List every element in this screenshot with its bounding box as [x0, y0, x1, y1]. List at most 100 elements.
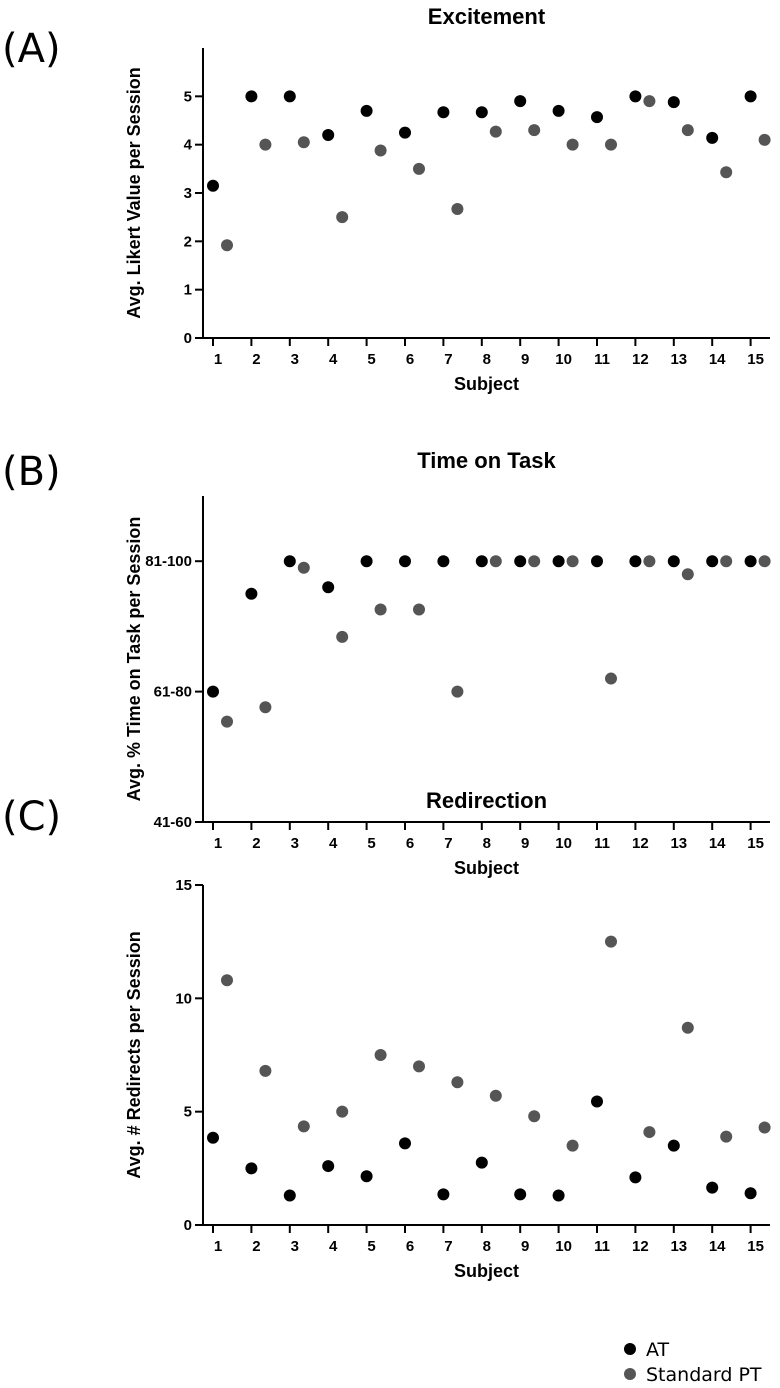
data-point-standard-pt	[259, 138, 272, 151]
data-point-standard-pt	[681, 568, 694, 581]
y-tick-label: 5	[184, 88, 192, 105]
x-tick-label: 5	[367, 351, 375, 368]
x-tick-label: 7	[444, 1238, 452, 1255]
x-tick-label: 10	[555, 351, 572, 368]
data-point-at	[360, 1170, 373, 1183]
x-tick-label: 9	[521, 351, 529, 368]
x-tick-label: 7	[444, 351, 452, 368]
y-tick-label: 41-60	[154, 814, 192, 831]
chart-title: Time on Task	[417, 448, 556, 473]
x-tick-label: 11	[594, 835, 610, 852]
y-tick-label: 3	[184, 185, 192, 202]
x-tick-label: 13	[670, 835, 687, 852]
x-tick-label: 6	[406, 835, 414, 852]
x-tick-label: 2	[252, 351, 260, 368]
data-point-at	[475, 1156, 488, 1169]
data-point-standard-pt	[758, 1121, 771, 1134]
y-tick-label: 4	[184, 137, 193, 154]
y-tick-label: 61-80	[154, 684, 192, 701]
chart-title: Excitement	[428, 4, 546, 29]
data-point-standard-pt	[451, 685, 464, 698]
data-point-standard-pt	[374, 144, 387, 157]
x-tick-label: 2	[252, 1238, 260, 1255]
data-point-standard-pt	[566, 555, 579, 568]
data-point-standard-pt	[758, 133, 771, 146]
data-point-standard-pt	[566, 1139, 579, 1152]
data-point-standard-pt	[758, 555, 771, 568]
data-point-at	[744, 90, 757, 103]
x-tick-label: 7	[444, 835, 452, 852]
data-point-at	[322, 129, 335, 141]
x-tick-label: 13	[670, 1238, 687, 1255]
x-tick-label: 8	[483, 1238, 491, 1255]
y-tick-label: 0	[184, 1217, 192, 1234]
data-point-standard-pt	[643, 95, 656, 108]
x-tick-label: 12	[632, 351, 649, 368]
y-tick-label: 0	[184, 330, 192, 347]
x-tick-label: 6	[406, 351, 414, 368]
data-point-standard-pt	[297, 1120, 310, 1133]
data-point-at	[552, 104, 565, 117]
x-tick-label: 14	[709, 1238, 726, 1255]
data-point-at	[667, 1139, 680, 1152]
x-tick-label: 6	[406, 1238, 414, 1255]
data-point-at	[591, 555, 603, 568]
x-tick-label: 12	[632, 835, 649, 852]
data-point-at	[706, 555, 719, 568]
data-point-at	[475, 106, 488, 119]
data-point-standard-pt	[605, 935, 617, 948]
data-point-standard-pt	[259, 1064, 272, 1077]
data-point-at	[591, 111, 603, 124]
x-tick-label: 10	[555, 835, 572, 852]
x-axis-label: Subject	[454, 374, 519, 394]
data-point-standard-pt	[413, 162, 425, 175]
data-point-at	[245, 587, 258, 600]
data-point-at	[552, 555, 565, 568]
x-tick-label: 11	[594, 351, 610, 368]
data-point-at	[475, 555, 488, 568]
x-axis-label: Subject	[454, 1261, 519, 1281]
x-tick-label: 4	[329, 351, 338, 368]
data-point-standard-pt	[489, 125, 502, 138]
x-tick-label: 2	[252, 835, 260, 852]
x-tick-label: 5	[367, 835, 375, 852]
data-point-standard-pt	[528, 124, 541, 137]
data-point-at	[207, 1131, 219, 1144]
data-point-at	[706, 131, 719, 144]
data-point-at	[514, 1188, 527, 1201]
x-tick-label: 3	[291, 1238, 299, 1255]
data-point-standard-pt	[336, 211, 349, 224]
data-point-standard-pt	[643, 555, 656, 568]
data-point-standard-pt	[528, 555, 541, 568]
data-point-standard-pt	[297, 561, 310, 574]
x-tick-label: 14	[709, 835, 726, 852]
data-point-at	[437, 555, 450, 568]
data-point-at	[629, 1171, 642, 1184]
data-point-at	[283, 555, 296, 568]
chart-title: Redirection	[426, 788, 547, 813]
data-point-at	[399, 126, 411, 139]
x-axis-label: Subject	[454, 858, 519, 878]
legend: AT Standard PT	[624, 1339, 762, 1386]
legend-marker-at	[624, 1343, 636, 1355]
data-point-standard-pt	[489, 1089, 502, 1102]
data-point-standard-pt	[720, 166, 733, 179]
y-tick-label: 15	[175, 877, 192, 894]
data-point-standard-pt	[374, 603, 387, 616]
data-point-standard-pt	[336, 1105, 349, 1118]
x-tick-label: 1	[214, 835, 222, 852]
data-point-standard-pt	[451, 202, 464, 215]
x-tick-label: 9	[521, 835, 529, 852]
panel-letter: (A)	[2, 26, 61, 72]
x-tick-label: 3	[291, 835, 299, 852]
y-tick-label: 10	[175, 990, 192, 1007]
data-point-standard-pt	[221, 974, 233, 987]
data-point-at	[322, 1160, 335, 1173]
x-tick-label: 1	[214, 1238, 222, 1255]
data-point-standard-pt	[451, 1076, 464, 1089]
panel-letter: (B)	[2, 449, 61, 495]
data-point-standard-pt	[413, 603, 425, 616]
data-point-at	[399, 555, 411, 568]
